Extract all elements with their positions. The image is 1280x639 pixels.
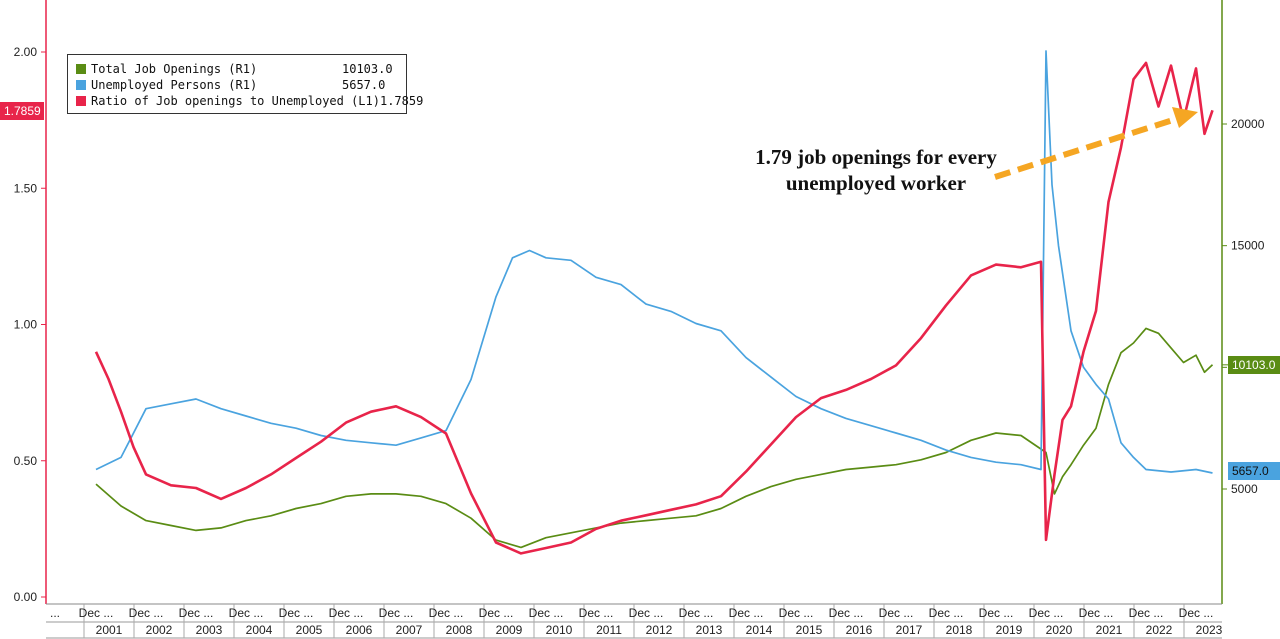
x-sublabel-2001: Dec ... bbox=[79, 606, 114, 620]
left-tick-label-2: 1.00 bbox=[14, 318, 38, 332]
x-tick-label-2020: 2020 bbox=[1046, 623, 1073, 637]
legend-value-unemployed: 5657.0 bbox=[342, 78, 386, 92]
x-sublabel-2019: Dec ... bbox=[979, 606, 1014, 620]
annotation-line-1: 1.79 job openings for every bbox=[755, 145, 997, 169]
legend-swatch-ratio bbox=[76, 96, 86, 106]
annotation-arrow-shaft bbox=[994, 116, 1177, 180]
left-tick-label-0: 0.00 bbox=[14, 590, 38, 604]
series-line-unemployed bbox=[95, 50, 1213, 474]
x-tick-label-2022: 2022 bbox=[1146, 623, 1173, 637]
legend-item-openings: Total Job Openings (R1) 10103.0 bbox=[76, 61, 398, 77]
series-lines bbox=[94, 50, 1214, 555]
legend-label-ratio: Ratio of Job openings to Unemployed (L1) bbox=[91, 94, 380, 108]
left-tick-label-3: 1.50 bbox=[14, 181, 38, 195]
x-sublabel-first: ... bbox=[50, 606, 60, 620]
left-last-value-tag: 1.7859 bbox=[0, 102, 44, 120]
axes: 0.000.501.001.502.005000100001500020000.… bbox=[14, 0, 1265, 639]
x-sublabel-2008: Dec ... bbox=[429, 606, 464, 620]
x-sublabel-2006: Dec ... bbox=[329, 606, 364, 620]
legend-swatch-unemployed bbox=[76, 80, 86, 90]
x-sublabel-2007: Dec ... bbox=[379, 606, 414, 620]
x-tick-label-2017: 2017 bbox=[896, 623, 923, 637]
x-sublabel-2011: Dec ... bbox=[579, 606, 614, 620]
x-sublabel-2010: Dec ... bbox=[529, 606, 564, 620]
x-sublabel-2013: Dec ... bbox=[679, 606, 714, 620]
x-sublabel-2003: Dec ... bbox=[179, 606, 214, 620]
x-sublabel-2002: Dec ... bbox=[129, 606, 164, 620]
x-tick-label-2009: 2009 bbox=[496, 623, 523, 637]
annotation-text: 1.79 job openings for every unemployed w… bbox=[726, 144, 1026, 196]
annotation-line-2: unemployed worker bbox=[785, 171, 967, 195]
annotation-arrow-head bbox=[1172, 107, 1198, 128]
legend-value-ratio: 1.7859 bbox=[379, 94, 424, 108]
right-unemployed-last-value-tag: 5657.0 bbox=[1228, 462, 1280, 480]
series-line-openings bbox=[95, 327, 1214, 549]
x-tick-label-2003: 2003 bbox=[196, 623, 223, 637]
x-tick-label-2018: 2018 bbox=[946, 623, 973, 637]
x-tick-label-2019: 2019 bbox=[996, 623, 1023, 637]
legend: Total Job Openings (R1) 10103.0 Unemploy… bbox=[67, 54, 423, 114]
annotation-arrow bbox=[994, 107, 1198, 180]
x-tick-label-2007: 2007 bbox=[396, 623, 423, 637]
x-sublabel-2015: Dec ... bbox=[779, 606, 814, 620]
x-tick-label-2013: 2013 bbox=[696, 623, 723, 637]
legend-item-ratio: Ratio of Job openings to Unemployed (L1)… bbox=[76, 93, 423, 109]
legend-label-unemployed: Unemployed Persons (R1) bbox=[91, 78, 258, 92]
legend-item-unemployed: Unemployed Persons (R1) 5657.0 bbox=[76, 77, 398, 93]
x-sublabel-2014: Dec ... bbox=[729, 606, 764, 620]
x-tick-label-2016: 2016 bbox=[846, 623, 873, 637]
x-sublabel-2009: Dec ... bbox=[479, 606, 514, 620]
x-sublabel-2023: Dec ... bbox=[1179, 606, 1214, 620]
x-tick-label-2004: 2004 bbox=[246, 623, 273, 637]
right-openings-last-value-tag: 10103.0 bbox=[1228, 356, 1280, 374]
x-tick-label-2021: 2021 bbox=[1096, 623, 1123, 637]
legend-swatch-openings bbox=[76, 64, 86, 74]
x-sublabel-2004: Dec ... bbox=[229, 606, 264, 620]
x-tick-label-2010: 2010 bbox=[546, 623, 573, 637]
x-tick-label-2008: 2008 bbox=[446, 623, 473, 637]
x-tick-label-2005: 2005 bbox=[296, 623, 323, 637]
x-sublabel-2022: Dec ... bbox=[1129, 606, 1164, 620]
x-tick-label-2006: 2006 bbox=[346, 623, 373, 637]
x-sublabel-2017: Dec ... bbox=[879, 606, 914, 620]
x-tick-label-2002: 2002 bbox=[146, 623, 173, 637]
left-tick-label-4: 2.00 bbox=[14, 45, 38, 59]
x-sublabel-2012: Dec ... bbox=[629, 606, 664, 620]
x-sublabel-2018: Dec ... bbox=[929, 606, 964, 620]
x-sublabel-2020: Dec ... bbox=[1029, 606, 1064, 620]
right-tick-label-2: 15000 bbox=[1231, 239, 1265, 253]
x-tick-label-2011: 2011 bbox=[596, 623, 622, 637]
x-tick-label-2012: 2012 bbox=[646, 623, 673, 637]
legend-label-openings: Total Job Openings (R1) bbox=[91, 62, 258, 76]
x-tick-label-2001: 2001 bbox=[96, 623, 123, 637]
right-tick-label-0: 5000 bbox=[1231, 482, 1258, 496]
x-sublabel-2016: Dec ... bbox=[829, 606, 864, 620]
x-tick-label-2023: 2023 bbox=[1196, 623, 1223, 637]
legend-value-openings: 10103.0 bbox=[342, 62, 393, 76]
x-tick-label-2015: 2015 bbox=[796, 623, 823, 637]
x-tick-label-2014: 2014 bbox=[746, 623, 773, 637]
x-sublabel-2021: Dec ... bbox=[1079, 606, 1114, 620]
left-tick-label-1: 0.50 bbox=[14, 454, 38, 468]
series-line-ratio bbox=[94, 61, 1214, 555]
x-sublabel-2005: Dec ... bbox=[279, 606, 314, 620]
right-tick-label-3: 20000 bbox=[1231, 117, 1265, 131]
